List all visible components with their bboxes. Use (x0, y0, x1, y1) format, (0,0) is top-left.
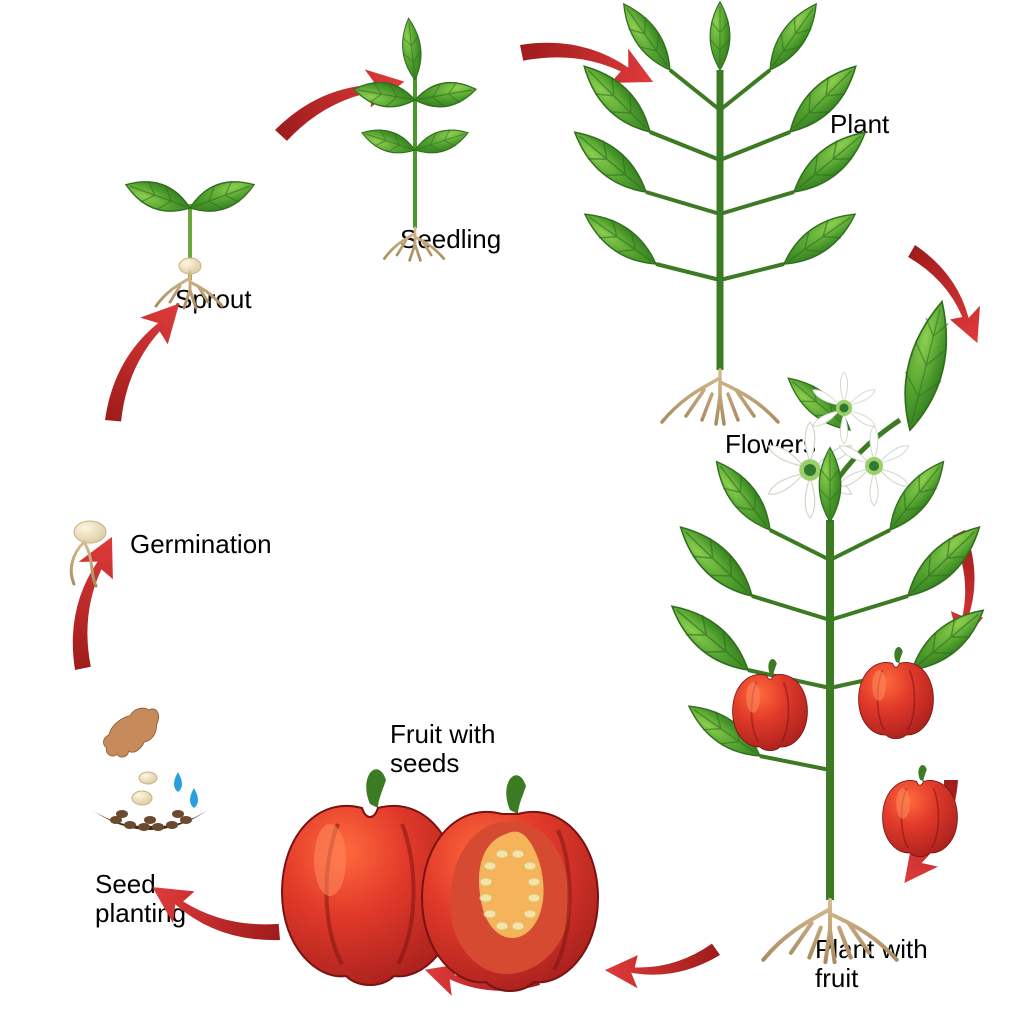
lifecycle-diagram: Seed planting Germination Sprout Seedlin… (0, 0, 1024, 1024)
plant-icon (566, 0, 874, 424)
stage-icons (0, 0, 1024, 1024)
seedling-icon (352, 17, 478, 260)
plant-with-fruit-icon (663, 448, 992, 963)
seed-planting-icon (92, 703, 208, 831)
germination-icon (71, 521, 106, 586)
fruit-with-seeds-icon (282, 769, 598, 991)
sprout-icon (122, 173, 259, 308)
